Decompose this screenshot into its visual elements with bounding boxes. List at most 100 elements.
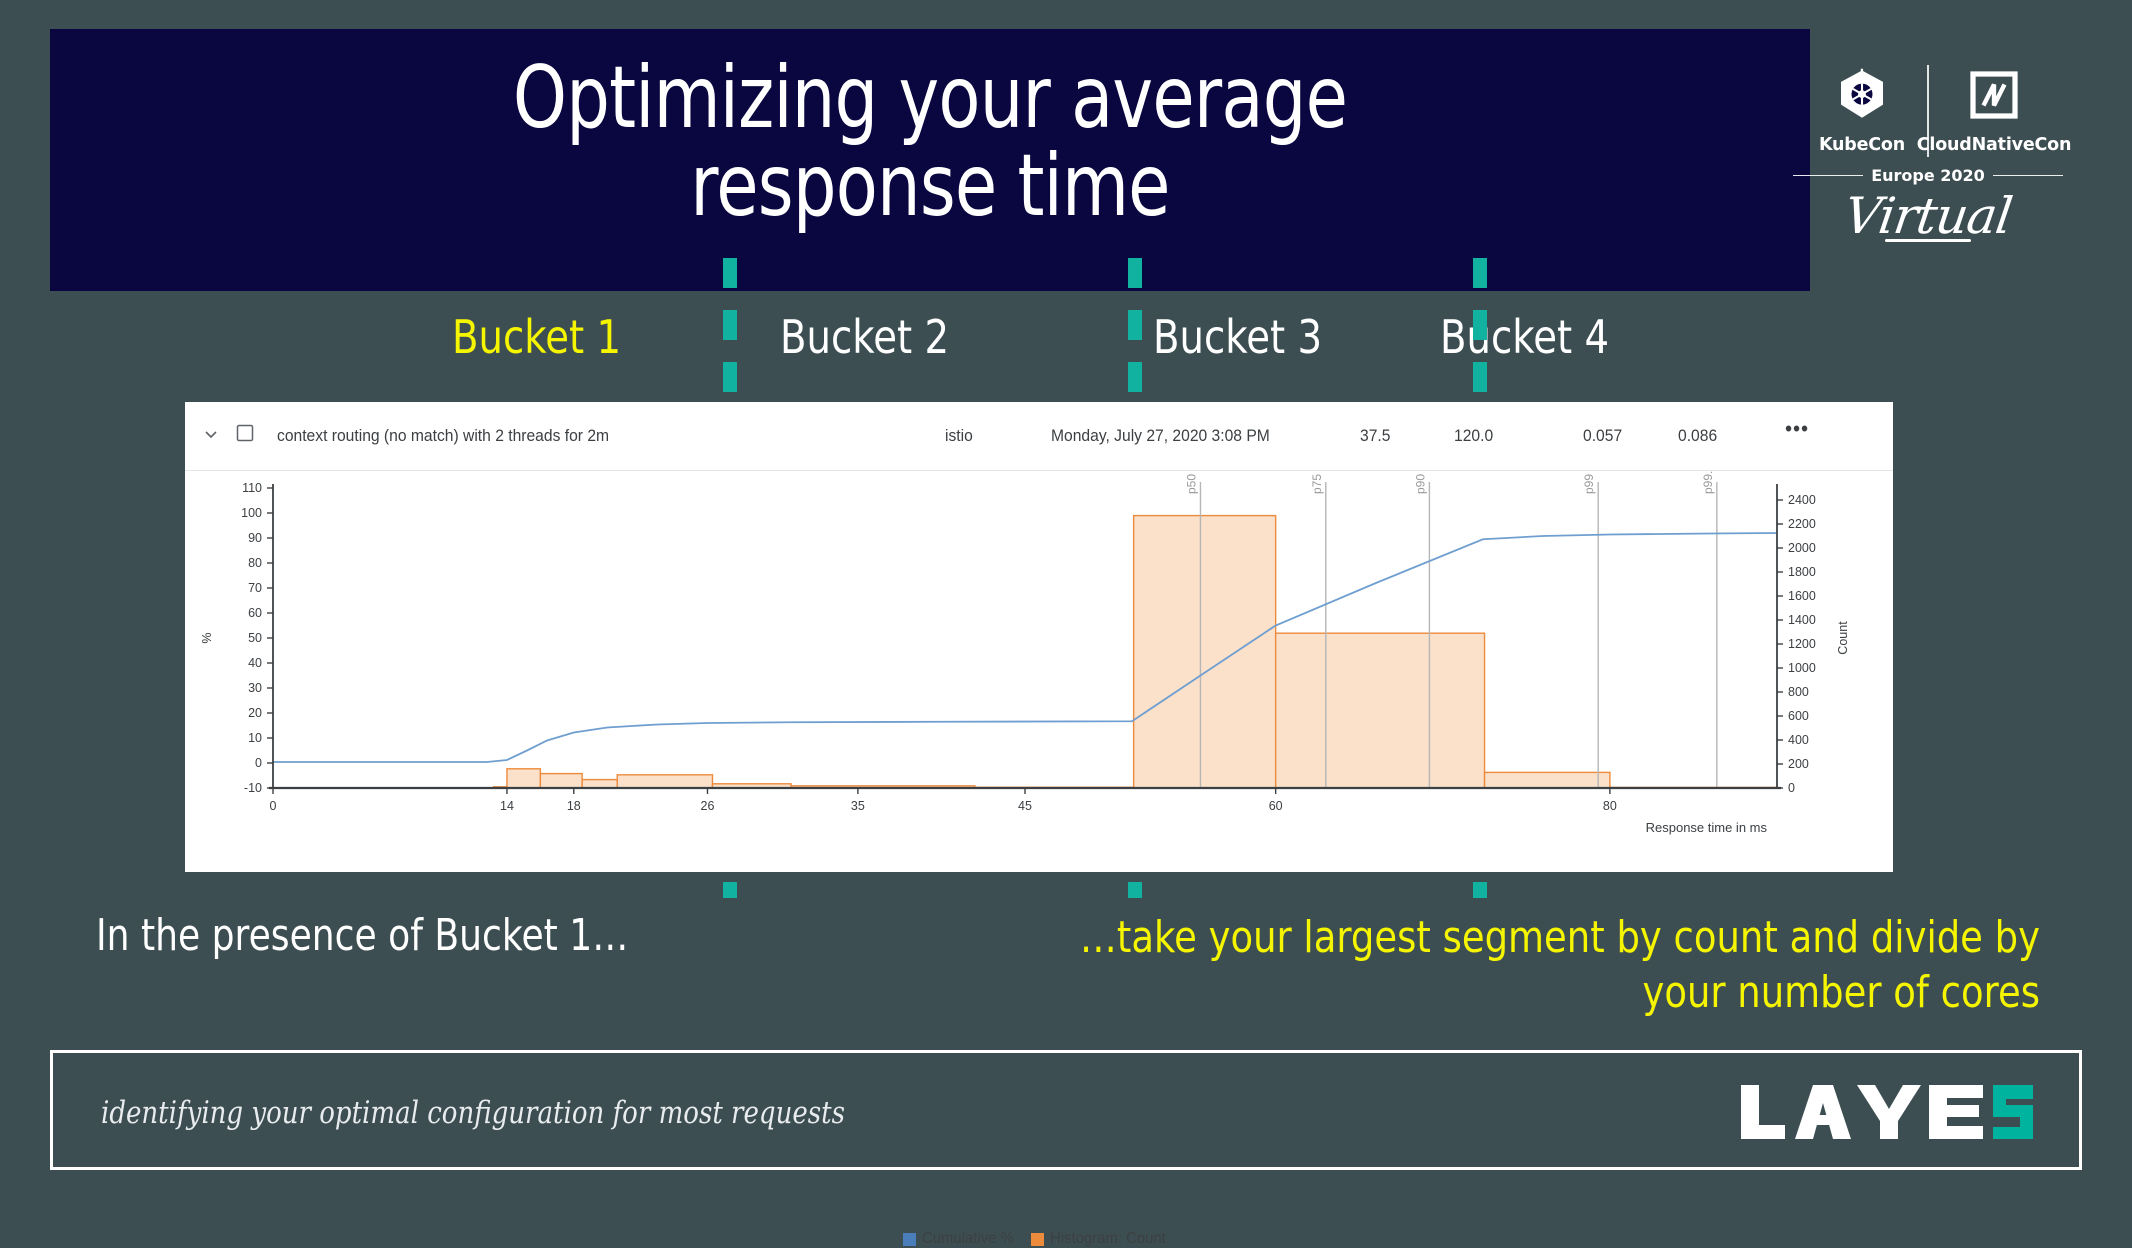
mesh-cell: istio bbox=[945, 426, 973, 445]
caption-right-text: …take your largest segment by count and … bbox=[1079, 912, 2040, 1019]
left-axis-tick-label: -10 bbox=[244, 781, 262, 795]
x-axis-tick-label: 35 bbox=[851, 799, 865, 813]
right-axis-tick-label: 0 bbox=[1788, 781, 1795, 795]
x-axis-label: Response time in ms bbox=[1646, 820, 1768, 835]
result-row-header[interactable]: context routing (no match) with 2 thread… bbox=[185, 402, 1893, 471]
legend-label: Cumulative % bbox=[922, 1230, 1015, 1247]
latency-histogram-chart: p50 p75 p90 p99 p99.9 -10 0 10 20 30 40 50 60 70 80 90… bbox=[185, 470, 1893, 872]
more-actions-button[interactable]: ••• bbox=[1785, 416, 1810, 441]
left-axis-tick-label: 90 bbox=[248, 531, 262, 545]
timestamp-cell: Monday, July 27, 2020 3:08 PM bbox=[1051, 426, 1270, 445]
logo-rule-right bbox=[1992, 174, 2064, 177]
right-axis-tick-label: 200 bbox=[1788, 757, 1809, 771]
left-axis-tick-label: 50 bbox=[248, 631, 262, 645]
cumulative-percent-line bbox=[273, 532, 1778, 763]
layer5-logo bbox=[1741, 1085, 2033, 1139]
legend-swatch bbox=[1031, 1232, 1045, 1246]
bucket-label-4: Bucket 4 bbox=[1440, 310, 1610, 364]
left-axis-tick-label: 110 bbox=[242, 481, 262, 495]
kubecon-cloudnativecon-logo: KubeCon CloudNativeCon Europe 2020 Virtu… bbox=[1793, 65, 2071, 257]
percentile-label: p90 bbox=[1413, 474, 1427, 494]
logo-rule-left bbox=[1793, 174, 1864, 177]
chart-legend: Cumulative % Histogram: Count bbox=[185, 1230, 1893, 1248]
left-axis-tick-label: 0 bbox=[255, 756, 262, 770]
histogram-bar bbox=[581, 778, 618, 789]
right-axis-label: Count bbox=[1836, 621, 1850, 655]
right-axis-tick-label: 2200 bbox=[1788, 517, 1816, 531]
x-axis-tick-label: 80 bbox=[1603, 799, 1617, 813]
metric-2-cell: 120.0 bbox=[1454, 426, 1494, 445]
histogram-bar bbox=[539, 772, 583, 789]
conference-format: Virtual bbox=[1840, 187, 2016, 245]
x-axis-tick-label: 0 bbox=[270, 799, 277, 813]
histogram-bar bbox=[1274, 632, 1486, 789]
left-axis-tick-label: 20 bbox=[248, 706, 262, 720]
chart-canvas: p50 p75 p90 p99 p99.9 -10 0 10 20 30 40 50 60 70 80 90… bbox=[200, 470, 1850, 835]
left-axis-tick-label: 80 bbox=[248, 556, 262, 570]
histogram-bar bbox=[1132, 514, 1277, 789]
right-axis-tick-label: 1800 bbox=[1788, 565, 1816, 579]
right-axis-tick-label: 1600 bbox=[1788, 589, 1816, 603]
percentile-label: p99.9 bbox=[1701, 470, 1715, 494]
logo-divider bbox=[1927, 65, 1929, 157]
legend-item-2[interactable]: Histogram: Count bbox=[1031, 1230, 1175, 1248]
left-axis-tick-label: 10 bbox=[248, 731, 262, 745]
footer-bar: identifying your optimal configuration f… bbox=[50, 1050, 2082, 1170]
x-axis-tick-label: 14 bbox=[500, 799, 514, 813]
x-axis-tick-label: 45 bbox=[1018, 799, 1032, 813]
metric-1-cell: 37.5 bbox=[1360, 426, 1391, 445]
histogram-bar bbox=[1483, 771, 1611, 789]
x-axis: 0 14 18 26 35 45 60 80 Response time in ms bbox=[269, 786, 1781, 835]
left-axis-tick-label: 70 bbox=[248, 581, 262, 595]
right-axis-tick-label: 1400 bbox=[1788, 613, 1816, 627]
conference-edition: Europe 2020 bbox=[1871, 166, 1985, 185]
test-name-cell: context routing (no match) with 2 thread… bbox=[277, 426, 610, 445]
left-axis-tick-label: 60 bbox=[248, 606, 262, 620]
metric-3-cell: 0.057 bbox=[1583, 426, 1623, 445]
right-axis-tick-label: 1000 bbox=[1788, 661, 1816, 675]
left-axis-label: % bbox=[200, 632, 214, 643]
right-axis-tick-label: 1200 bbox=[1788, 637, 1816, 651]
percentile-marker-lines: p50 p75 p90 p99 p99.9 bbox=[1184, 470, 1718, 788]
left-axis-tick-label: 40 bbox=[248, 656, 262, 670]
legend-label: Histogram: Count bbox=[1050, 1230, 1166, 1247]
footer-note: identifying your optimal configuration f… bbox=[101, 1095, 845, 1131]
cloudnativecon-label: CloudNativeCon bbox=[1916, 135, 2072, 155]
x-axis-tick-label: 60 bbox=[1269, 799, 1283, 813]
percentile-label: p99 bbox=[1582, 474, 1596, 494]
bucket-label-3: Bucket 3 bbox=[1153, 310, 1323, 364]
virtual-underline bbox=[1885, 239, 1971, 242]
chevron-down-icon[interactable] bbox=[203, 426, 219, 442]
metric-4-cell: 0.086 bbox=[1678, 426, 1718, 445]
caption-left: In the presence of Bucket 1… bbox=[96, 910, 629, 961]
left-axis-tick-label: 100 bbox=[241, 506, 262, 520]
page-title: Optimizing your average response time bbox=[512, 48, 1348, 236]
right-axis-tick-label: 400 bbox=[1788, 733, 1809, 747]
right-axis-tick-label: 600 bbox=[1788, 709, 1809, 723]
left-axis: -10 0 10 20 30 40 50 60 70 80 90 100 110% bbox=[200, 481, 274, 795]
title-banner: Optimizing your average response time bbox=[50, 29, 2071, 291]
legend-swatch bbox=[903, 1232, 917, 1246]
right-axis-tick-label: 2400 bbox=[1788, 493, 1816, 507]
histogram-bars bbox=[492, 514, 1778, 789]
left-axis-tick-label: 30 bbox=[248, 681, 262, 695]
right-axis-tick-label: 2000 bbox=[1788, 541, 1816, 555]
percentile-label: p50 bbox=[1184, 474, 1198, 494]
percentile-label: p75 bbox=[1310, 474, 1324, 494]
caption-right: …take your largest segment by count and … bbox=[800, 910, 2040, 1021]
legend-item-1[interactable]: Cumulative % bbox=[903, 1230, 1021, 1248]
x-axis-tick-label: 18 bbox=[567, 799, 581, 813]
row-checkbox[interactable] bbox=[235, 423, 255, 448]
cncf-cube-icon bbox=[1966, 67, 2022, 128]
performance-result-card: context routing (no match) with 2 thread… bbox=[185, 402, 1893, 1247]
right-axis: 0 200 400 600 800 1000 1200 1400 1600 1800 2000 220… bbox=[1776, 484, 1850, 795]
x-axis-tick-label: 26 bbox=[701, 799, 715, 813]
cumulative-line-path bbox=[273, 532, 1778, 763]
bucket-label-2: Bucket 2 bbox=[780, 310, 950, 364]
right-axis-tick-label: 800 bbox=[1788, 685, 1809, 699]
bucket-label-1: Bucket 1 bbox=[452, 310, 622, 364]
histogram-bar bbox=[506, 768, 542, 789]
histogram-bar bbox=[616, 774, 714, 789]
kubecon-label: KubeCon bbox=[1818, 135, 1906, 155]
kubernetes-helm-icon bbox=[1834, 67, 1890, 128]
